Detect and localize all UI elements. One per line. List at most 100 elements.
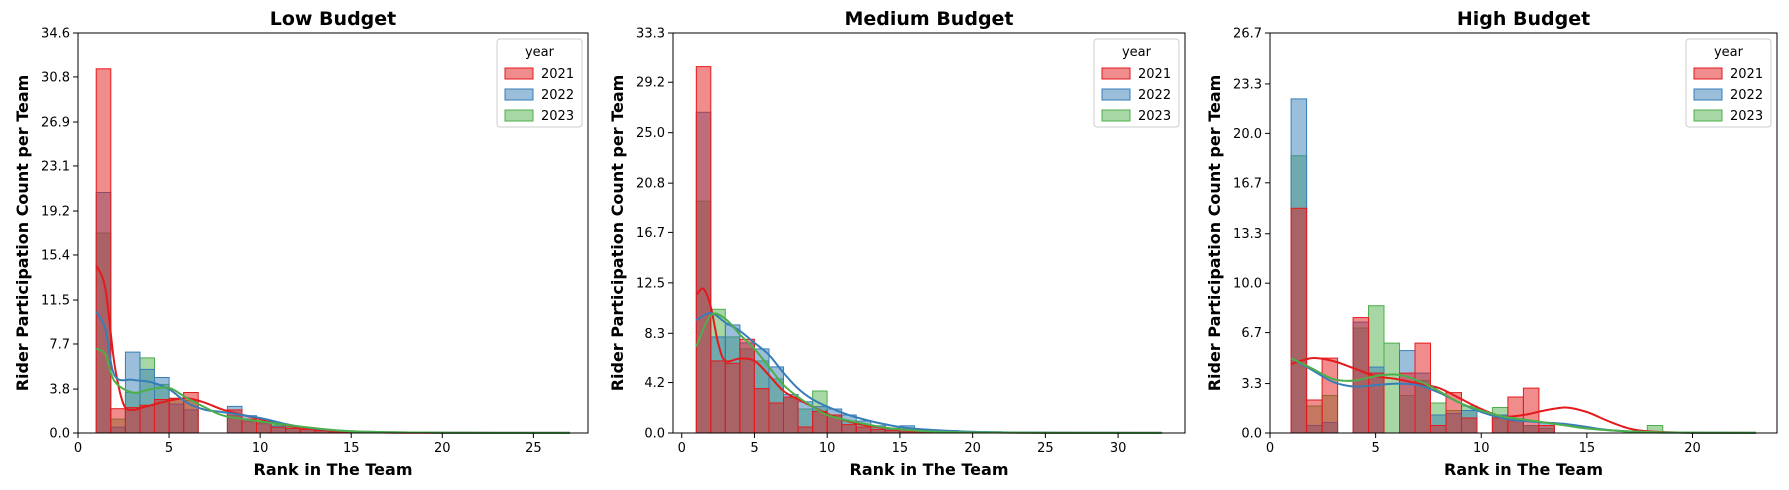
x-tick-label: 30	[1110, 441, 1127, 456]
legend-label-2022: 2022	[1138, 88, 1171, 103]
bar-2021-1	[110, 408, 126, 434]
axes-frame	[77, 32, 589, 434]
y-tick-label: 25.0	[636, 126, 665, 141]
x-tick-label: 0	[1266, 441, 1274, 456]
legend-swatch-2022	[1693, 88, 1723, 101]
kde-line-2023	[695, 312, 1162, 434]
legend-swatch-2021	[1101, 67, 1131, 80]
y-tick-label: 10.0	[1233, 277, 1262, 292]
legend-swatch-2022	[504, 88, 534, 101]
legend-swatch-2021	[504, 67, 534, 80]
series-2021-bars	[1290, 207, 1555, 434]
y-tick-label: 16.7	[1233, 176, 1262, 191]
bar-2021-16	[1538, 425, 1555, 434]
x-tick-label: 5	[1371, 441, 1379, 456]
y-tick-label: 20.0	[1233, 127, 1262, 142]
axes-frame	[1269, 32, 1778, 434]
legend-title: year	[1714, 45, 1744, 60]
bar-2021-11	[1461, 417, 1478, 434]
y-tick-label: 6.7	[1241, 326, 1262, 341]
bar-2021-13	[1491, 417, 1509, 434]
x-axis-label: Rank in The Team	[1444, 460, 1603, 479]
bar-2021-13	[285, 427, 301, 434]
legend-title: year	[525, 45, 555, 60]
x-tick-label: 5	[165, 441, 173, 456]
chart-title: High Budget	[1457, 8, 1590, 30]
y-tick-label: 23.1	[41, 159, 70, 174]
bar-2021-4	[754, 388, 770, 434]
y-tick-label: 15.4	[41, 248, 70, 263]
series-2022-bars	[95, 192, 564, 434]
bar-2023-6	[1383, 342, 1400, 434]
x-tick-label: 0	[74, 441, 82, 456]
bar-2021-3	[139, 404, 155, 434]
bar-2021-0	[695, 66, 712, 434]
y-tick-label: 4.2	[644, 376, 665, 391]
y-tick-label: 34.6	[41, 27, 70, 42]
bar-2021-4	[1352, 317, 1370, 434]
y-axis-label: Rider Participation Count per Team	[13, 75, 32, 392]
bar-2021-15	[1522, 387, 1540, 434]
chart-panel-1: 0 5 10 15 20 25 0.0 3.8 7.7 11.5 15.4 19.2 23.1 26.9 3…	[13, 8, 589, 479]
bar-2021-7	[797, 426, 814, 434]
legend-label-2021: 2021	[1730, 67, 1763, 82]
bar-2021-5	[1368, 372, 1385, 434]
legend: year 2021 2022 2023	[496, 38, 583, 128]
y-tick-label: 3.3	[1241, 377, 1262, 392]
y-tick-label: 33.3	[636, 27, 665, 42]
legend-title: year	[1122, 45, 1152, 60]
y-tick-label: 26.9	[41, 116, 70, 131]
x-tick-label: 25	[525, 441, 542, 456]
y-tick-label: 26.7	[1233, 27, 1262, 42]
x-axis-label: Rank in The Team	[254, 460, 413, 479]
y-tick-label: 0.0	[49, 427, 70, 442]
y-tick-label: 19.2	[41, 205, 70, 220]
bar-2021-2	[124, 407, 141, 434]
chart-title: Medium Budget	[844, 8, 1013, 30]
bar-2021-11	[855, 426, 872, 434]
x-tick-label: 10	[1473, 441, 1490, 456]
y-tick-label: 12.5	[636, 276, 665, 291]
y-tick-label: 7.7	[49, 337, 70, 352]
legend-swatch-2023	[1101, 109, 1131, 122]
y-axis-label: Rider Participation Count per Team	[608, 75, 627, 392]
kde-line-2023	[95, 347, 570, 434]
bar-2021-0	[95, 68, 112, 434]
x-axis-label: Rank in The Team	[850, 460, 1009, 479]
x-tick-label: 20	[434, 441, 451, 456]
y-tick-label: 3.8	[49, 383, 70, 398]
series-2023-bars	[1290, 155, 1664, 434]
legend-box	[1093, 38, 1180, 128]
chart-panel-2: 0 5 10 15 20 25 30 0.0 4.2 8.3 12.5 16.7 20.8 25.0 29.…	[608, 8, 1186, 479]
bar-2021-5	[168, 397, 185, 434]
x-tick-label: 15	[1579, 441, 1596, 456]
bar-2021-2	[1321, 357, 1339, 434]
bar-2021-12	[870, 428, 886, 434]
legend: year 2021 2022 2023	[1685, 38, 1772, 128]
y-tick-label: 23.3	[1233, 77, 1262, 92]
y-tick-label: 20.8	[636, 177, 665, 192]
legend-swatch-2022	[1101, 88, 1131, 101]
bar-2021-3	[739, 338, 755, 434]
bar-2021-1	[710, 360, 726, 434]
legend-label-2023: 2023	[541, 109, 574, 124]
y-axis-label: Rider Participation Count per Team	[1205, 75, 1224, 392]
legend-label-2023: 2023	[1138, 109, 1171, 124]
x-tick-label: 20	[964, 441, 981, 456]
kde-line-2023	[1290, 357, 1756, 434]
y-tick-label: 13.3	[1233, 227, 1262, 242]
x-tick-label: 15	[343, 441, 360, 456]
bar-2021-9	[1430, 425, 1447, 434]
legend-label-2023: 2023	[1730, 109, 1763, 124]
y-tick-label: 16.7	[636, 226, 665, 241]
bar-2021-10	[841, 424, 857, 434]
y-tick-label: 29.2	[636, 76, 665, 91]
legend-label-2022: 2022	[541, 88, 574, 103]
x-tick-label: 0	[678, 441, 686, 456]
bar-2021-0	[1290, 207, 1308, 434]
legend-swatch-2021	[1693, 67, 1723, 80]
x-tick-label: 25	[1037, 441, 1054, 456]
y-tick-label: 8.3	[644, 327, 665, 342]
legend-label-2021: 2021	[1138, 67, 1171, 82]
x-tick-label: 10	[252, 441, 269, 456]
